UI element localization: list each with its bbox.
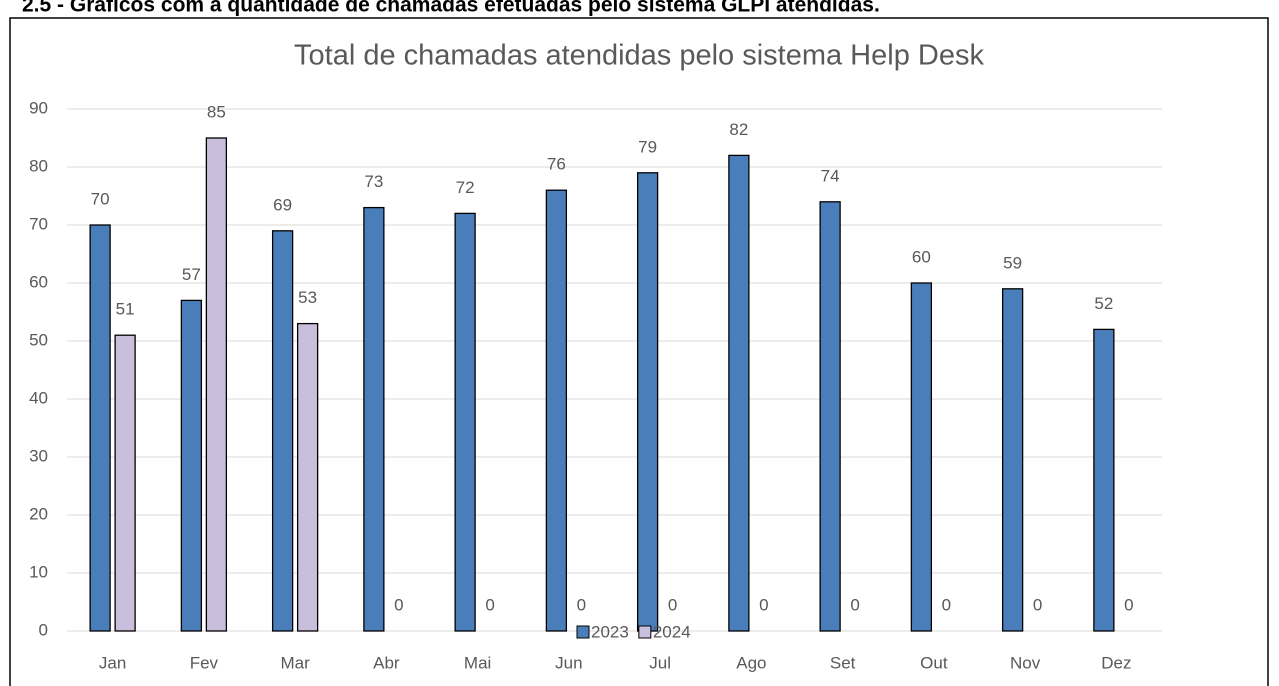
data-label: 59 [1003,253,1022,272]
bar [728,154,750,632]
data-label: 52 [1094,294,1113,313]
y-tick-label: 50 [29,330,48,349]
x-tick-label: Jan [99,653,126,672]
x-tick-label: Mar [280,653,310,672]
x-tick-label: Set [830,653,856,672]
x-tick-label: Dez [1101,653,1131,672]
data-label: 57 [182,265,201,284]
bar [819,201,841,632]
data-label: 60 [912,247,931,266]
data-label: 53 [298,288,317,307]
bar [1001,288,1024,632]
y-tick-label: 60 [29,272,48,291]
bar [545,189,568,632]
bar [296,322,319,632]
data-label: 73 [364,172,383,191]
data-label: 0 [394,595,403,614]
y-tick-label: 0 [39,620,48,639]
x-tick-label: Ago [736,653,766,672]
data-label: 0 [850,595,859,614]
data-label: 85 [207,102,226,121]
data-label: 0 [759,595,768,614]
data-label: 51 [116,300,135,319]
legend-swatch [576,625,590,639]
data-label: 82 [729,120,748,139]
bar [363,206,385,632]
data-label: 79 [638,137,657,156]
data-label: 0 [668,595,677,614]
bar [910,282,933,632]
x-tick-label: Nov [1010,653,1041,672]
chart-title: Total de chamadas atendidas pelo sistema… [294,40,984,72]
x-tick-label: Abr [373,653,400,672]
y-tick-label: 30 [29,446,48,465]
data-label: 70 [91,189,110,208]
data-label: 0 [1033,595,1042,614]
y-tick-label: 40 [29,388,48,407]
data-label: 0 [485,595,494,614]
data-label: 74 [821,166,840,185]
bar [1093,328,1115,632]
x-tick-label: Fev [190,653,219,672]
legend-label: 2023 [591,622,629,641]
bar [454,212,476,632]
y-tick-label: 80 [29,156,48,175]
y-tick-label: 90 [29,98,48,117]
bar [180,299,203,632]
bar [271,230,294,632]
data-label: 72 [456,178,475,197]
y-tick-label: 10 [29,562,48,581]
x-tick-label: Jun [555,653,582,672]
data-label: 76 [547,155,566,174]
data-label: 0 [942,595,951,614]
data-label: 0 [577,595,586,614]
bar [89,224,111,632]
bar [636,172,659,632]
x-tick-label: Jul [649,653,671,672]
legend-label: 2024 [653,622,691,641]
data-label: 69 [273,195,292,214]
section-heading: 2.5 - Gráficos com a quantidade de chama… [22,0,880,17]
x-tick-label: Out [920,653,948,672]
bar [114,334,136,632]
data-label: 0 [1124,595,1133,614]
x-tick-label: Mai [464,653,491,672]
y-tick-label: 20 [29,504,48,523]
bar [205,137,228,632]
legend-swatch [638,625,652,639]
y-tick-label: 70 [29,214,48,233]
